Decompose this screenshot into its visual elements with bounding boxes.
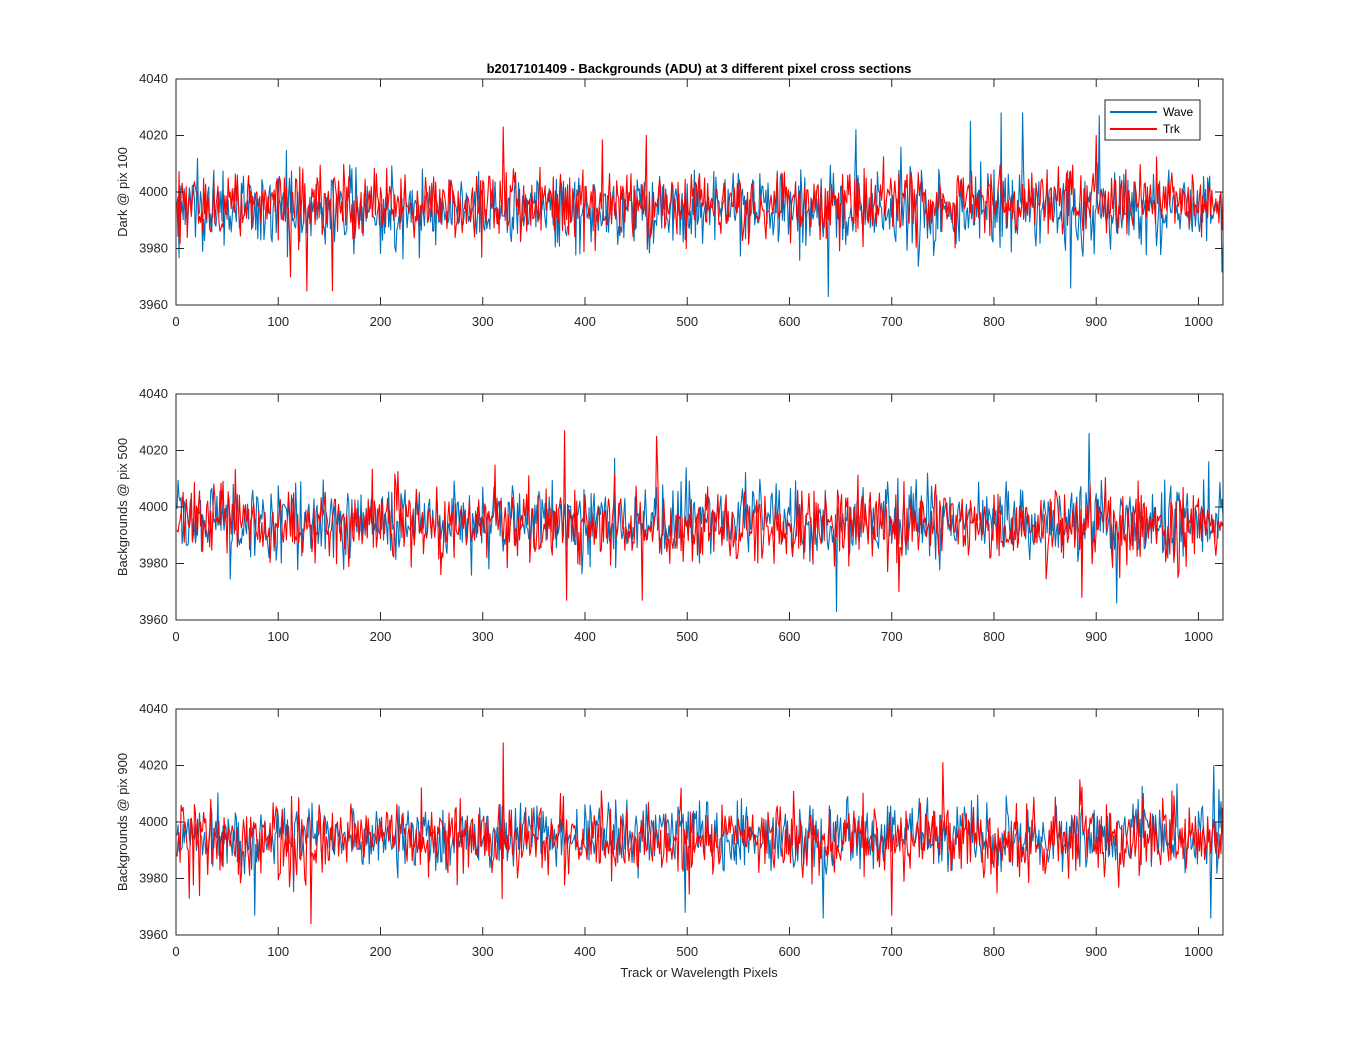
x-tick-label: 200 <box>370 629 392 644</box>
panel-2-axes: 0 100 200 300 400 500 600 700 800 900 1000 3960 3980… <box>139 386 1224 644</box>
x-tick-label: 1000 <box>1184 944 1213 959</box>
y-tick-label: 4020 <box>139 443 168 458</box>
x-tick-label: 1000 <box>1184 314 1213 329</box>
y-tick-label: 3980 <box>139 871 168 886</box>
legend-trk-label: Trk <box>1163 122 1181 136</box>
x-tick-label: 500 <box>676 314 698 329</box>
x-tick-label: 200 <box>370 314 392 329</box>
figure-title: b2017101409 - Backgrounds (ADU) at 3 dif… <box>487 61 912 76</box>
x-tick-label: 700 <box>881 314 903 329</box>
y-tick-label: 4020 <box>139 758 168 773</box>
x-tick-label: 700 <box>881 944 903 959</box>
x-tick-label: 900 <box>1085 629 1107 644</box>
panel-1-ylabel: Dark @ pix 100 <box>115 147 130 237</box>
x-tick-label: 0 <box>172 314 179 329</box>
y-tick-label: 3960 <box>139 612 168 627</box>
x-tick-label: 400 <box>574 944 596 959</box>
panel-2-ylabel: Backgrounds @ pix 500 <box>115 438 130 576</box>
x-tick-label: 500 <box>676 944 698 959</box>
x-tick-label: 600 <box>779 629 801 644</box>
x-tick-label: 100 <box>267 314 289 329</box>
y-tick-label: 4040 <box>139 701 168 716</box>
y-tick-label: 4000 <box>139 499 168 514</box>
x-tick-label: 300 <box>472 314 494 329</box>
x-tick-label: 600 <box>779 314 801 329</box>
panel-1-series <box>176 112 1224 298</box>
legend: Wave Trk <box>1104 99 1201 141</box>
x-tick-label: 800 <box>983 629 1005 644</box>
panel-1: 0 100 200 300 400 500 600 700 800 900 1000 3960 3980… <box>115 71 1224 329</box>
panel-3: 0 100 200 300 400 500 600 700 800 900 1000 3960 3980… <box>115 701 1224 959</box>
x-tick-label: 100 <box>267 629 289 644</box>
x-tick-label: 400 <box>574 629 596 644</box>
x-tick-label: 800 <box>983 944 1005 959</box>
series-line-trk <box>176 126 1224 292</box>
panel-1-axes: 0 100 200 300 400 500 600 700 800 900 1000 3960 3980… <box>139 71 1224 329</box>
panel-3-series <box>176 742 1224 925</box>
x-tick-label: 300 <box>472 944 494 959</box>
x-tick-label: 0 <box>172 944 179 959</box>
x-tick-label: 1000 <box>1184 629 1213 644</box>
x-tick-label: 900 <box>1085 314 1107 329</box>
y-tick-label: 3980 <box>139 241 168 256</box>
x-tick-label: 400 <box>574 314 596 329</box>
x-tick-label: 600 <box>779 944 801 959</box>
legend-wave-label: Wave <box>1163 105 1194 119</box>
x-tick-label: 200 <box>370 944 392 959</box>
y-tick-label: 4000 <box>139 184 168 199</box>
panel-2-series <box>176 430 1224 613</box>
x-tick-label: 500 <box>676 629 698 644</box>
x-tick-label: 700 <box>881 629 903 644</box>
series-line-trk <box>176 430 1224 601</box>
x-axis-label: Track or Wavelength Pixels <box>620 965 778 980</box>
y-tick-label: 3980 <box>139 556 168 571</box>
panel-3-axes: 0 100 200 300 400 500 600 700 800 900 1000 3960 3980… <box>139 701 1224 959</box>
y-tick-label: 4040 <box>139 386 168 401</box>
x-tick-label: 800 <box>983 314 1005 329</box>
y-tick-label: 4020 <box>139 128 168 143</box>
series-line-wave <box>176 764 1224 919</box>
y-tick-label: 4000 <box>139 814 168 829</box>
y-tick-label: 3960 <box>139 297 168 312</box>
y-tick-label: 4040 <box>139 71 168 86</box>
panel-2: 0 100 200 300 400 500 600 700 800 900 1000 3960 3980… <box>115 386 1224 644</box>
x-tick-label: 0 <box>172 629 179 644</box>
x-tick-label: 900 <box>1085 944 1107 959</box>
panel-3-ylabel: Backgrounds @ pix 900 <box>115 753 130 891</box>
x-tick-label: 300 <box>472 629 494 644</box>
series-line-trk <box>176 742 1224 925</box>
legend-box <box>1104 99 1201 141</box>
x-tick-label: 100 <box>267 944 289 959</box>
y-tick-label: 3960 <box>139 927 168 942</box>
